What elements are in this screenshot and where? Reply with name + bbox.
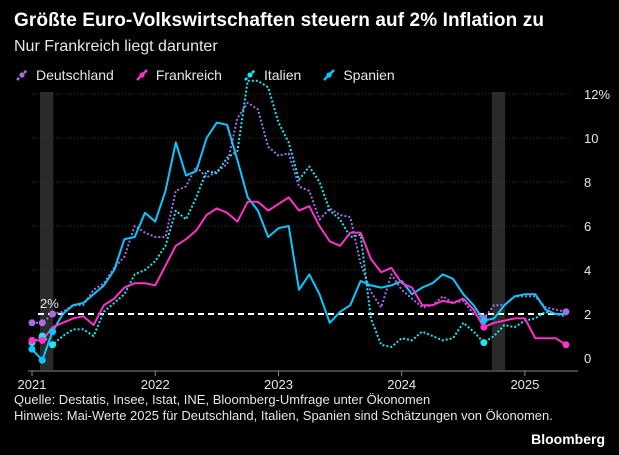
gridlines [32,93,570,271]
legend-swatch-dot [326,72,332,78]
data-point-spanien [480,317,488,325]
data-point-frankreich [562,341,570,349]
chart-title: Größte Euro-Volkswirtschaften steuern au… [14,10,545,31]
x-axis: 2021 2022 2023 2024 2025 [18,370,578,390]
x-tick-label: 2024 [387,377,416,390]
legend-swatch-spanien [323,69,336,81]
data-point-deutschland [38,319,46,327]
y-tick-label: 6 [584,219,591,234]
data-point-frankreich [480,323,488,331]
legend-swatch-italien [244,69,256,81]
y-tick-label: 4 [584,263,591,278]
data-point-italien [480,339,488,347]
footer-notes: Quelle: Destatis, Insee, Istat, INE, Blo… [14,392,604,424]
y-tick-label: 8 [584,175,591,190]
data-point-spanien [28,345,36,353]
series-line-frankreich [32,196,567,346]
reference-line-group: 2% [38,296,566,315]
legend-label: Frankreich [155,67,222,83]
y-tick-label: 2 [584,307,591,322]
series-line-spanien [31,121,566,362]
y-axis-tick-labels: 0 2 4 6 8 10 12% [584,87,610,366]
shaded-periods [40,92,506,370]
y-tick-label: 0 [584,351,591,366]
x-tick-label: 2025 [510,377,539,390]
y-tick-label: 10 [584,131,598,146]
legend-swatch-dot [19,72,25,78]
x-tick-label: 2021 [18,377,47,390]
series-line-italien [31,79,567,348]
data-point-italien [49,341,57,349]
source-text: Quelle: Destatis, Insee, Istat, INE, Blo… [14,392,431,407]
series-lines [31,79,567,362]
chart-subtitle: Nur Frankreich liegt darunter [14,38,218,55]
data-point-frankreich [28,336,36,344]
legend-swatch-dot [247,72,253,78]
data-point-spanien [49,328,57,336]
note-text: Hinweis: Mai-Werte 2025 für Deutschland,… [14,408,553,423]
line-chart: 2021 2022 2023 2024 2025 0 2 4 6 8 10 12% 2% [18,79,610,390]
shaded-period-0 [40,92,54,370]
data-point-deutschland [49,310,57,318]
series-markers [28,308,570,364]
bloomberg-logo: Bloomberg [531,431,605,447]
data-point-deutschland [28,319,36,327]
legend-label: Spanien [343,67,395,83]
legend: Deutschland Frankreich Italien Spanien [14,66,415,84]
data-point-deutschland [562,308,570,316]
legend-swatch-deutschland [16,69,28,81]
data-point-spanien [38,356,46,364]
reference-line-label: 2% [40,296,59,311]
legend-swatch-dot [139,72,145,78]
legend-item-italien[interactable]: Italien [242,67,301,83]
legend-swatch-frankreich [135,69,148,81]
x-tick-label: 2022 [141,377,170,390]
shaded-period-1 [491,92,506,370]
legend-item-frankreich[interactable]: Frankreich [134,67,222,83]
data-point-frankreich [38,336,46,344]
legend-item-spanien[interactable]: Spanien [321,67,395,83]
legend-label: Italien [263,67,302,83]
legend-item-deutschland[interactable]: Deutschland [14,67,114,83]
legend-label: Deutschland [36,67,114,83]
x-tick-label: 2023 [264,377,293,390]
y-tick-label: 12% [584,87,610,102]
